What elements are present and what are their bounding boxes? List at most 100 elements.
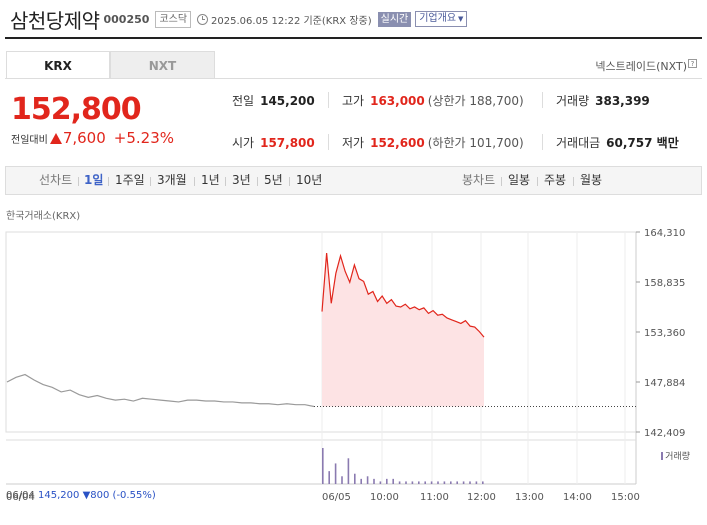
chart-menu-bar: 선차트 1일 1주일 3개월 1년 3년 5년 10년 봉차트 일봉 주봉 월봉 [5,166,702,195]
period-3m[interactable]: 3개월 [157,173,187,187]
volume-bar [482,481,484,484]
stat-label: 고가 [342,94,365,108]
chevron-down-icon: ▼ [458,15,464,23]
divider [194,177,195,186]
candle-monthly[interactable]: 월봉 [580,173,603,187]
volume-bar [418,481,420,484]
change-value: 7,600 [62,129,106,147]
market-badge: 코스닥 [155,10,192,28]
candle-chart-label[interactable]: 봉차트 [462,173,496,187]
volume-bar [379,481,382,484]
divider [542,92,543,108]
period-1d[interactable]: 1일 [84,173,104,187]
divider [573,177,574,186]
divider [537,177,538,186]
clock-icon [197,13,209,25]
stat-value: 152,600 [370,135,425,150]
stat-open: 시가 157,800 [232,134,315,151]
period-10y[interactable]: 10년 [296,173,323,187]
volume-bar [386,478,388,484]
volume-legend-label: 거래량 [665,452,690,462]
y-tick-label: 147,884 [644,378,685,389]
prev-day-price-line [6,373,315,408]
divider [108,177,109,186]
line-chart-label[interactable]: 선차트 [39,173,73,187]
realtime-button[interactable]: 실시간 [377,11,412,27]
quote-datetime: 2025.06.05 12:22 기준(KRX 장중) [211,15,372,27]
stat-value: 60,757 백만 [606,136,679,150]
stat-label: 저가 [342,136,365,150]
volume-bar [424,481,426,484]
stat-low: 저가 152,600 (하한가 101,700) [342,134,524,151]
volume-bar [411,481,414,484]
period-1w[interactable]: 1주일 [115,173,145,187]
volume-bar [430,481,433,484]
tab-divider [5,78,702,79]
volume-bar [354,473,356,484]
stat-sub: (상한가 188,700) [427,94,524,108]
stat-value: 157,800 [260,135,315,150]
divider [78,177,79,186]
x-tick-label: 06/05 [322,492,351,503]
volume-bar [341,476,343,484]
period-1y[interactable]: 1년 [201,173,220,187]
stat-value: 163,000 [370,93,425,108]
prev-day-change-pct: (-0.55%) [112,490,156,501]
volume-bar [322,448,324,484]
volume-legend: 거래량 [661,449,690,462]
volume-bar [462,481,465,484]
tab-nxt[interactable]: NXT [110,51,215,79]
divider [225,177,226,186]
up-arrow-icon [49,132,62,144]
divider [328,92,329,108]
volume-bar [398,481,401,484]
candle-weekly[interactable]: 주봉 [544,173,567,187]
x-tick-label: 13:00 [515,492,544,503]
current-price: 152,800 [11,92,142,127]
prev-day-change: 800 [90,490,110,501]
x-tick-label: 10:00 [370,492,399,503]
period-3y[interactable]: 3년 [232,173,251,187]
company-overview-label: 기업개요 [419,13,457,24]
stat-value: 383,399 [595,93,650,108]
change-label: 전일대비 [11,134,48,146]
price-change: 전일대비 7,600 +5.23% [11,129,174,147]
divider [542,134,543,150]
volume-bar [347,458,350,484]
divider [150,177,151,186]
x-tick-label: 06/04 [6,492,35,503]
stat-label: 거래량 [556,94,590,108]
today-price-line [321,253,485,338]
nxt-link[interactable]: 넥스트레이드(NXT) [595,60,687,73]
stat-value: 145,200 [260,93,315,108]
volume-bar [443,481,446,484]
header-divider [5,37,702,39]
stat-label: 시가 [232,136,255,150]
volume-bar [456,481,458,484]
y-tick-label: 158,835 [644,278,685,289]
x-tick-label: 14:00 [563,492,592,503]
y-tick-label: 164,310 [644,228,685,239]
period-5y[interactable]: 5년 [264,173,283,187]
divider [501,177,502,186]
volume-bar [366,476,369,484]
help-icon[interactable]: ? [688,59,697,68]
volume-bar [469,481,471,484]
prev-day-close: 145,200 [38,490,80,501]
y-tick-label: 142,409 [644,428,685,439]
candle-daily[interactable]: 일봉 [508,173,531,187]
y-tick-label: 153,360 [644,328,685,339]
volume-bar [450,481,452,484]
volume-bar [360,478,362,484]
stat-prev-close: 전일 145,200 [232,92,315,109]
stat-label: 거래대금 [556,136,601,150]
stat-volume: 거래량 383,399 [556,92,650,109]
volume-bar [392,478,394,484]
divider [328,134,329,150]
company-name: 삼천당제약 [10,8,100,33]
volume-bar [373,478,375,484]
company-overview-button[interactable]: 기업개요 ▼ [415,11,468,27]
tab-krx[interactable]: KRX [6,51,110,79]
prev-day-summary: 06/04 145,200 ▼800 (-0.55%) [6,490,156,501]
